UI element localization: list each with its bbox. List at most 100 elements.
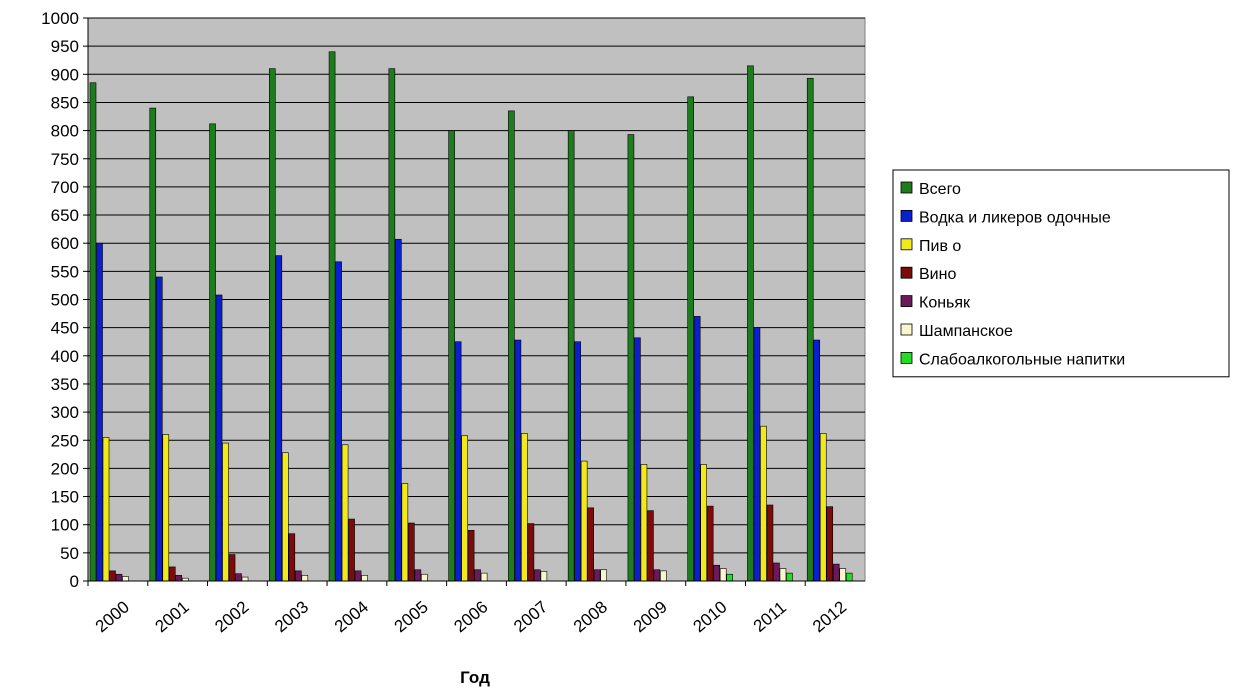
x-tick-label: 2006 [450, 597, 491, 636]
bar-2002-5 [241, 576, 249, 582]
y-tick-label: 200 [51, 459, 79, 478]
bar-2001-3 [168, 566, 176, 582]
legend-swatch [900, 323, 913, 336]
legend-box [892, 169, 1230, 378]
bar-2012-3 [826, 506, 834, 582]
bar-2009-2 [640, 464, 648, 582]
bar-2010-2 [700, 464, 707, 582]
bar-2001-2 [162, 434, 170, 582]
bar-2000-2 [102, 437, 110, 582]
bar-2009-4 [653, 569, 661, 582]
bar-2003-2 [282, 452, 289, 582]
bar-2012-6 [845, 572, 853, 582]
bar-2012-0 [806, 77, 814, 582]
y-tick-label: 500 [51, 291, 79, 310]
y-tick-label: 850 [51, 93, 79, 112]
bar-2008-1 [574, 341, 581, 582]
bar-2005-4 [414, 569, 422, 582]
bar-2006-4 [474, 569, 481, 582]
bar-2004-1 [335, 261, 342, 582]
bar-2003-4 [295, 570, 302, 582]
legend-swatch [900, 295, 913, 308]
y-tick-label: 150 [51, 488, 79, 507]
y-tick-label: 650 [51, 206, 79, 225]
bar-2004-5 [361, 575, 368, 582]
bar-2007-3 [527, 523, 535, 582]
bar-2002-2 [222, 442, 229, 582]
bar-2010-5 [719, 568, 727, 582]
bar-2007-5 [540, 571, 548, 582]
bar-2001-4 [175, 575, 183, 582]
bar-2002-1 [215, 294, 223, 582]
bar-2007-1 [514, 339, 522, 582]
bar-2008-0 [567, 130, 575, 582]
bar-2012-4 [832, 563, 840, 582]
y-tick-label: 950 [51, 37, 79, 56]
x-axis-label: Год [460, 668, 490, 687]
legend-label: Вино [919, 266, 956, 283]
bar-2002-0 [209, 123, 216, 582]
bar-2002-4 [235, 573, 242, 582]
bar-2010-1 [693, 316, 701, 582]
y-tick-label: 800 [51, 122, 79, 141]
x-tick-label: 2002 [211, 597, 252, 636]
bar-2000-0 [89, 82, 97, 582]
bar-2008-3 [587, 507, 594, 582]
bar-2002-3 [228, 554, 236, 582]
bar-2005-2 [401, 483, 409, 582]
x-tick-label: 2007 [510, 597, 551, 636]
legend-label: Шампанское [919, 323, 1013, 340]
bar-2009-5 [660, 570, 667, 582]
x-tick-label: 2009 [630, 597, 671, 636]
legend-swatch [900, 238, 913, 251]
y-tick-label: 400 [51, 347, 79, 366]
y-tick-label: 300 [51, 403, 79, 422]
bar-2000-4 [115, 573, 123, 582]
y-tick-label: 600 [51, 234, 79, 253]
x-tick-label: 2010 [689, 597, 730, 636]
legend-swatch [900, 351, 913, 364]
bar-2006-5 [480, 572, 488, 582]
bar-2008-5 [600, 569, 607, 582]
bar-2006-2 [461, 435, 468, 582]
bar-2004-2 [341, 444, 349, 582]
bar-2009-1 [634, 337, 641, 582]
bar-2007-0 [508, 110, 515, 582]
bar-2004-3 [348, 518, 355, 582]
x-tick-label: 2011 [750, 598, 790, 636]
x-tick-label: 2004 [331, 597, 372, 636]
bar-2006-3 [467, 530, 475, 582]
bar-2005-5 [421, 573, 428, 582]
bar-2003-3 [288, 533, 296, 582]
bar-2008-2 [580, 460, 588, 582]
x-tick-label: 2012 [809, 597, 850, 636]
legend-swatch [900, 181, 913, 194]
x-tick-label: 2001 [152, 597, 193, 636]
bar-2012-2 [819, 433, 827, 582]
y-tick-label: 550 [51, 262, 79, 281]
bar-2006-1 [454, 341, 462, 582]
bar-2010-4 [713, 564, 720, 582]
bar-2009-3 [647, 510, 654, 582]
bar-2009-0 [627, 134, 635, 582]
legend-swatch [900, 209, 913, 222]
bar-2005-1 [395, 238, 402, 582]
bar-2011-6 [786, 572, 793, 582]
y-tick-label: 250 [51, 431, 79, 450]
x-tick-label: 2000 [92, 597, 133, 636]
x-tick-label: 2008 [570, 597, 611, 636]
bar-2000-3 [109, 570, 116, 582]
y-tick-label: 750 [51, 150, 79, 169]
bar-2012-1 [813, 339, 821, 582]
y-tick-label: 50 [60, 544, 79, 563]
bar-2012-5 [839, 568, 847, 582]
x-tick-label: 2005 [391, 597, 432, 636]
y-tick-label: 1000 [41, 9, 79, 28]
y-tick-label: 350 [51, 375, 79, 394]
y-tick-label: 100 [51, 516, 79, 535]
y-axis-ticks: 0 50 100 150 200 250 300 350 400 450 500 550 600 650 7… [41, 9, 88, 591]
bar-2003-5 [301, 575, 309, 582]
bar-2008-4 [593, 569, 601, 582]
